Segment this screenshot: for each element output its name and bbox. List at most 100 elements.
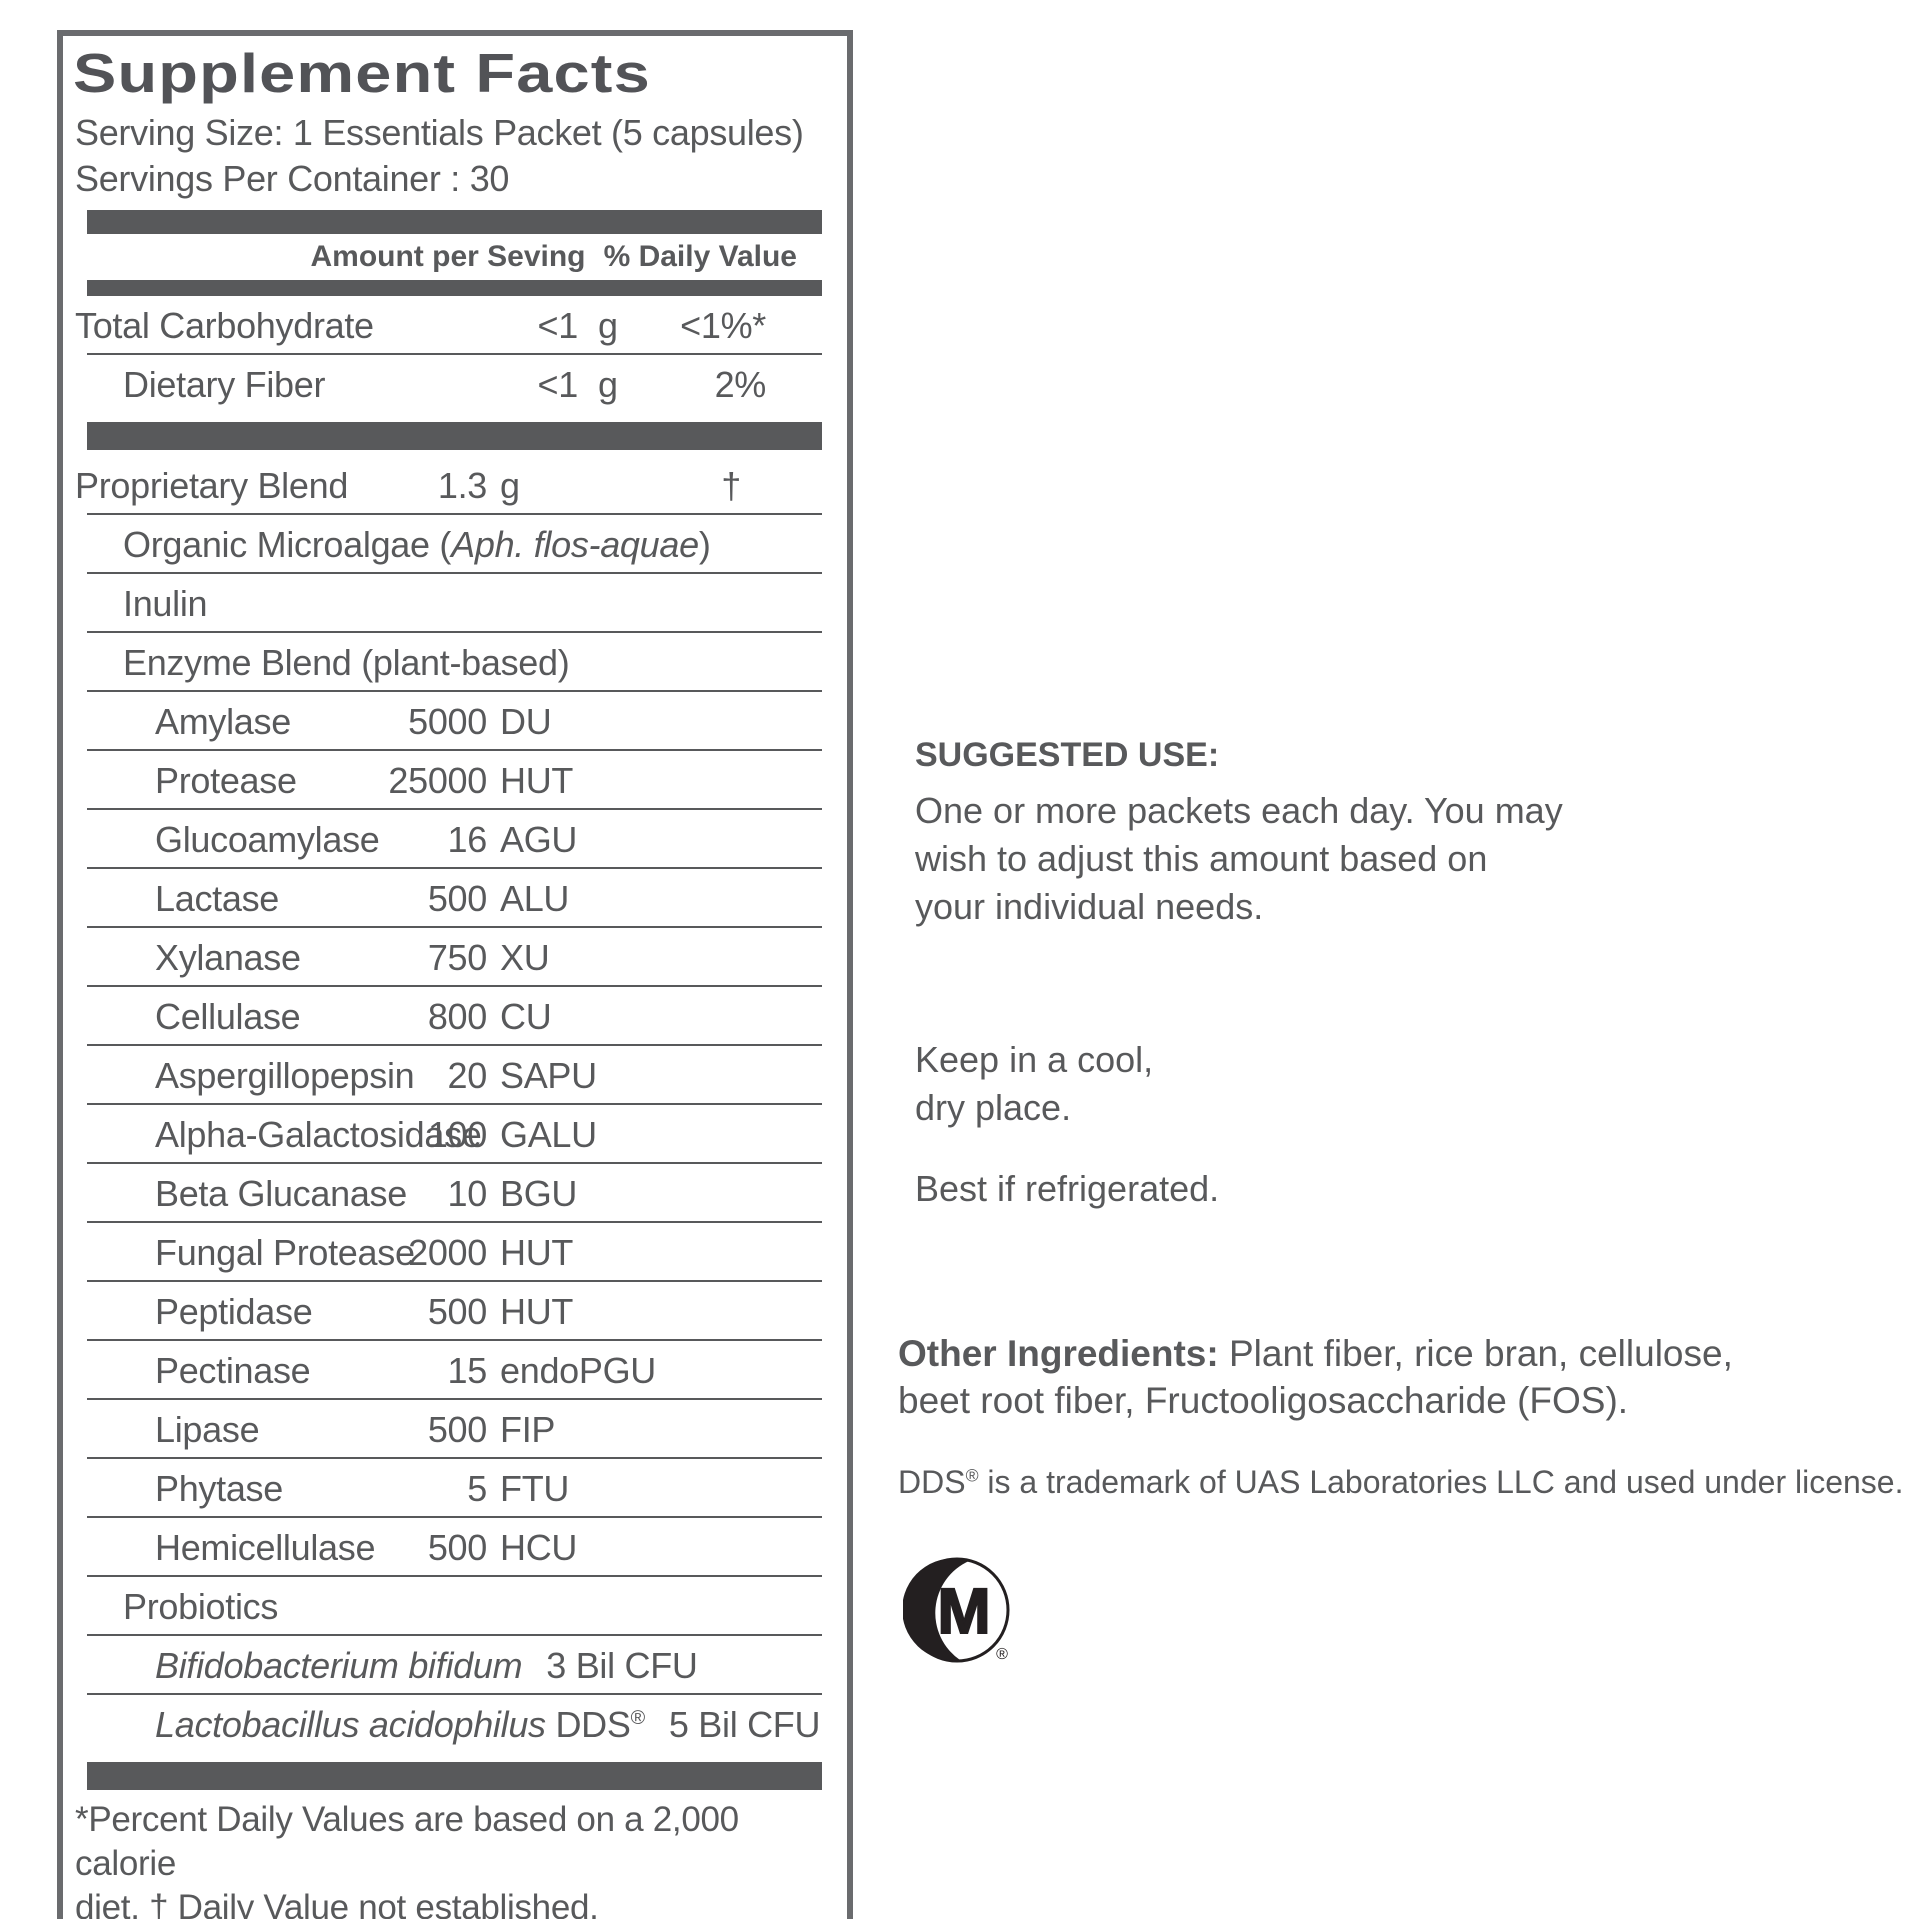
nutrient-name: Cellulase — [155, 996, 301, 1037]
divider-bar — [87, 1762, 822, 1790]
nutrient-name: Lactobacillus acidophilus DDS® 5 Bil CFU — [155, 1704, 821, 1745]
nutrient-amount: 500 — [427, 1291, 487, 1332]
nutrient-name: Xylanase — [155, 937, 301, 978]
nutrient-row: Inulin — [63, 574, 847, 633]
nutrient-row: Peptidase 500 HUT — [63, 1282, 847, 1341]
divider-bar — [87, 280, 822, 296]
row-separator — [87, 572, 822, 574]
row-separator — [87, 513, 822, 515]
nutrient-unit: XU — [500, 937, 550, 978]
trademark-text: is a trademark of UAS Laboratories LLC a… — [978, 1464, 1904, 1500]
nutrient-row: Hemicellulase 500 HCU — [63, 1518, 847, 1577]
nutrient-amount: 800 — [427, 996, 487, 1037]
logo-registered-symbol: ® — [996, 1646, 1008, 1663]
trademark-note: DDS® is a trademark of UAS Laboratories … — [898, 1464, 1903, 1501]
nutrient-name: Total Carbohydrate — [75, 305, 374, 346]
nutrient-unit: g — [500, 465, 520, 506]
nutrient-row: Probiotics — [63, 1577, 847, 1636]
nutrient-amount: 5 Bil CFU — [668, 1704, 821, 1745]
row-separator — [87, 1575, 822, 1577]
nutrient-name: Lipase — [155, 1409, 260, 1450]
serving-size: Serving Size: 1 Essentials Packet (5 cap… — [75, 112, 804, 153]
nutrient-row: Total Carbohydrate <1 g <1%* — [63, 296, 847, 355]
nutrient-row: Alpha-Galactosidase 100 GALU — [63, 1105, 847, 1164]
nutrient-unit: AGU — [500, 819, 578, 860]
row-separator — [87, 353, 822, 355]
nutrient-name: Bifidobacterium bifidum 3 Bil CFU — [155, 1645, 698, 1686]
nutrient-amount: 3 Bil CFU — [546, 1645, 698, 1686]
nutrient-unit: GALU — [500, 1114, 597, 1155]
nutrient-amount: <1 — [537, 305, 579, 346]
row-separator — [87, 1457, 822, 1459]
nutrient-amount: 15 — [447, 1350, 488, 1391]
nutrient-amount: 5 — [467, 1468, 487, 1509]
nutrient-name: Enzyme Blend (plant-based) — [123, 642, 570, 683]
nutrient-unit: HUT — [500, 1291, 574, 1332]
nutrient-name: Pectinase — [155, 1350, 311, 1391]
nutrient-unit: FTU — [500, 1468, 570, 1509]
row-separator — [87, 1044, 822, 1046]
nutrient-row: Organic Microalgae (Aph. flos-aquae) — [63, 515, 847, 574]
row-separator — [87, 690, 822, 692]
nutrient-unit: HUT — [500, 1232, 574, 1273]
m-crescent-logo: M ® — [903, 1557, 1010, 1663]
nutrient-unit: CU — [500, 996, 552, 1037]
nutrient-row: Protease 25000 HUT — [63, 751, 847, 810]
storage-line: Keep in a cool, — [915, 1039, 1154, 1080]
footnote-line: diet. † Daily Value not established. — [75, 1888, 599, 1919]
suggested-use-block: SUGGESTED USE: One or more packets each … — [915, 736, 1563, 931]
supplement-facts-panel: Supplement Facts Serving Size: 1 Essenti… — [57, 30, 853, 1919]
logo-letter: M — [937, 1575, 990, 1647]
nutrient-row: Cellulase 800 CU — [63, 987, 847, 1046]
other-ingredients-label: Other Ingredients: — [898, 1333, 1219, 1374]
suggested-use-line: One or more packets each day. You may — [915, 790, 1563, 831]
other-ingredients-text: Plant fiber, rice bran, cellulose, — [1218, 1333, 1733, 1374]
row-separator — [87, 985, 822, 987]
nutrient-name: Fungal Protease — [155, 1232, 415, 1273]
row-separator — [87, 1398, 822, 1400]
row-separator — [87, 749, 822, 751]
servings-per-container: Servings Per Container : 30 — [75, 158, 510, 199]
suggested-use-heading: SUGGESTED USE: — [915, 736, 1220, 774]
row-separator — [87, 631, 822, 633]
trademark-dds: DDS — [898, 1464, 966, 1500]
nutrient-row: Pectinase 15 endoPGU — [63, 1341, 847, 1400]
nutrient-row: Proprietary Blend 1.3 g † — [63, 456, 847, 515]
other-ingredients-line: Other Ingredients: Plant fiber, rice bra… — [898, 1330, 1733, 1377]
column-header-daily-value: % Daily Value — [603, 240, 797, 273]
nutrient-daily-value: † — [721, 465, 741, 506]
nutrient-name: Lactase — [155, 878, 279, 919]
nutrient-name: Alpha-Galactosidase — [155, 1114, 482, 1155]
row-separator — [87, 1634, 822, 1636]
nutrient-row: Aspergillopepsin 20 SAPU — [63, 1046, 847, 1105]
nutrient-unit: DU — [500, 701, 552, 742]
nutrient-unit: FIP — [500, 1409, 556, 1450]
nutrient-name: Dietary Fiber — [123, 364, 326, 405]
nutrient-name: Hemicellulase — [155, 1527, 376, 1568]
footnote-line: *Percent Daily Values are based on a 2,0… — [75, 1800, 739, 1883]
column-header-row: Amount per Seving % Daily Value — [63, 234, 847, 280]
nutrient-amount: 5000 — [408, 701, 487, 742]
nutrient-unit: g — [598, 305, 618, 346]
nutrient-name: Protease — [155, 760, 297, 801]
nutrient-row: Xylanase 750 XU — [63, 928, 847, 987]
nutrient-amount: 20 — [447, 1055, 488, 1096]
nutrient-row: Beta Glucanase 10 BGU — [63, 1164, 847, 1223]
nutrient-row: Glucoamylase 16 AGU — [63, 810, 847, 869]
nutrient-unit: ALU — [500, 878, 570, 919]
refrigeration-note: Best if refrigerated. — [915, 1168, 1220, 1209]
nutrient-amount: 1.3 — [437, 465, 487, 506]
crescent-icon — [903, 1558, 969, 1661]
nutrient-amount: 500 — [427, 1527, 487, 1568]
nutrient-daily-value: <1%* — [680, 305, 766, 346]
nutrient-amount: 750 — [427, 937, 487, 978]
nutrient-amount: 10 — [447, 1173, 488, 1214]
registered-symbol: ® — [965, 1465, 979, 1486]
nutrient-amount: <1 — [537, 364, 579, 405]
nutrient-name: Glucoamylase — [155, 819, 380, 860]
row-separator — [87, 1103, 822, 1105]
nutrient-name: Aspergillopepsin — [155, 1055, 415, 1096]
nutrient-unit: SAPU — [500, 1055, 597, 1096]
row-separator — [87, 808, 822, 810]
